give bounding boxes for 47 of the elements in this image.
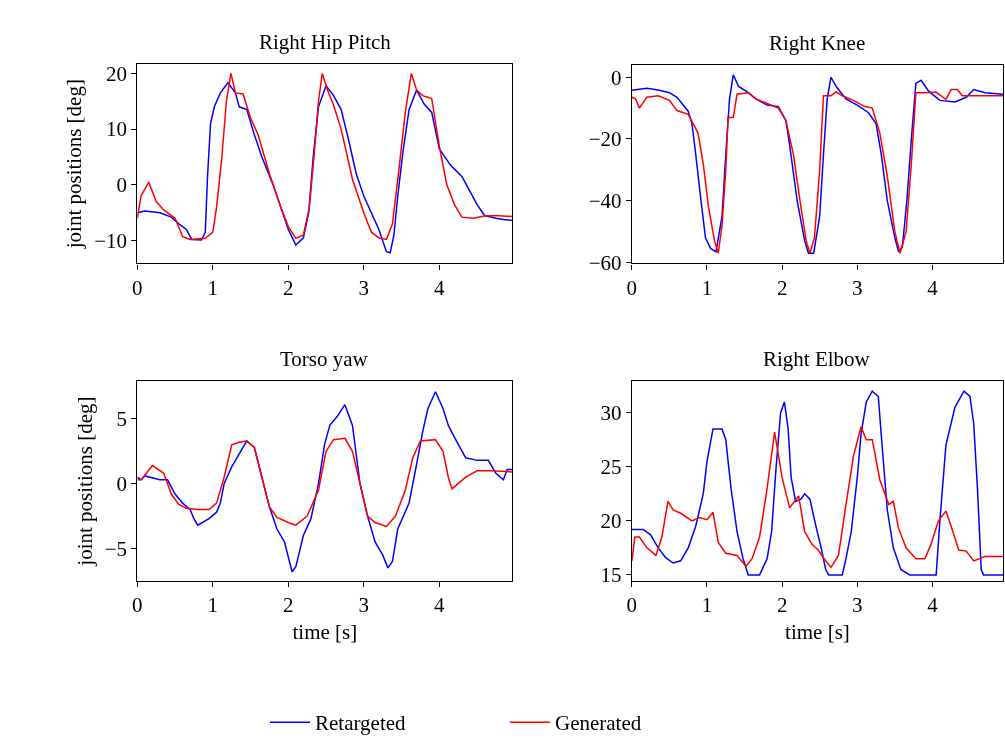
x-axis-title: time [s] [292, 620, 358, 645]
y-tick-label: −40 [588, 189, 622, 214]
line-series [137, 390, 513, 573]
legend-label: Retargeted [315, 711, 407, 736]
y-tick-label: −10 [94, 228, 128, 253]
y-tick-label: 30 [600, 401, 622, 426]
y-tick-label: 25 [600, 455, 622, 480]
x-tick-label: 2 [283, 275, 294, 300]
legend-label: Generated [555, 711, 642, 736]
x-tick-label: 4 [434, 275, 445, 300]
line-series [631, 426, 1004, 569]
x-tick-label: 2 [283, 593, 294, 618]
x-tick-label: 0 [626, 275, 638, 300]
x-tick-label: 0 [626, 593, 638, 618]
x-tick-label: 2 [776, 275, 788, 300]
x-tick-label: 1 [207, 593, 219, 618]
chart-title: Torso yaw [280, 347, 369, 371]
y-tick-label: 0 [116, 472, 128, 497]
line-series [631, 390, 1004, 576]
y-axis-title: joint positions [deg] [62, 79, 87, 250]
y-tick-label: 15 [600, 563, 622, 588]
y-axis-title: joint positions [deg] [72, 396, 97, 567]
x-tick-label: 4 [927, 593, 939, 618]
x-axis-title: time [s] [785, 620, 850, 645]
x-tick-label: 4 [927, 275, 939, 300]
x-tick-label: 1 [701, 275, 713, 300]
chart-title: Right Hip Pitch [259, 30, 392, 54]
line-series [137, 437, 513, 528]
y-tick-label: 5 [116, 407, 128, 432]
x-tick-label: 2 [776, 593, 788, 618]
y-tick-label: 20 [600, 509, 622, 534]
y-tick-label: −20 [588, 127, 622, 152]
x-tick-label: 1 [207, 275, 219, 300]
x-tick-label: 3 [852, 275, 863, 300]
y-tick-label: 0 [116, 173, 128, 198]
x-tick-label: 3 [358, 275, 370, 300]
chart-title: Right Knee [769, 31, 866, 55]
x-tick-label: 1 [701, 593, 713, 618]
y-tick-label: 10 [106, 117, 128, 142]
y-tick-label: 0 [611, 65, 622, 90]
x-tick-label: 3 [852, 593, 863, 618]
chart-title: Right Elbow [763, 347, 871, 371]
y-tick-label: 20 [106, 61, 128, 86]
x-tick-label: 4 [434, 593, 445, 618]
x-tick-label: 3 [358, 593, 370, 618]
y-tick-label: −60 [588, 250, 622, 275]
y-tick-label: −5 [104, 536, 128, 561]
